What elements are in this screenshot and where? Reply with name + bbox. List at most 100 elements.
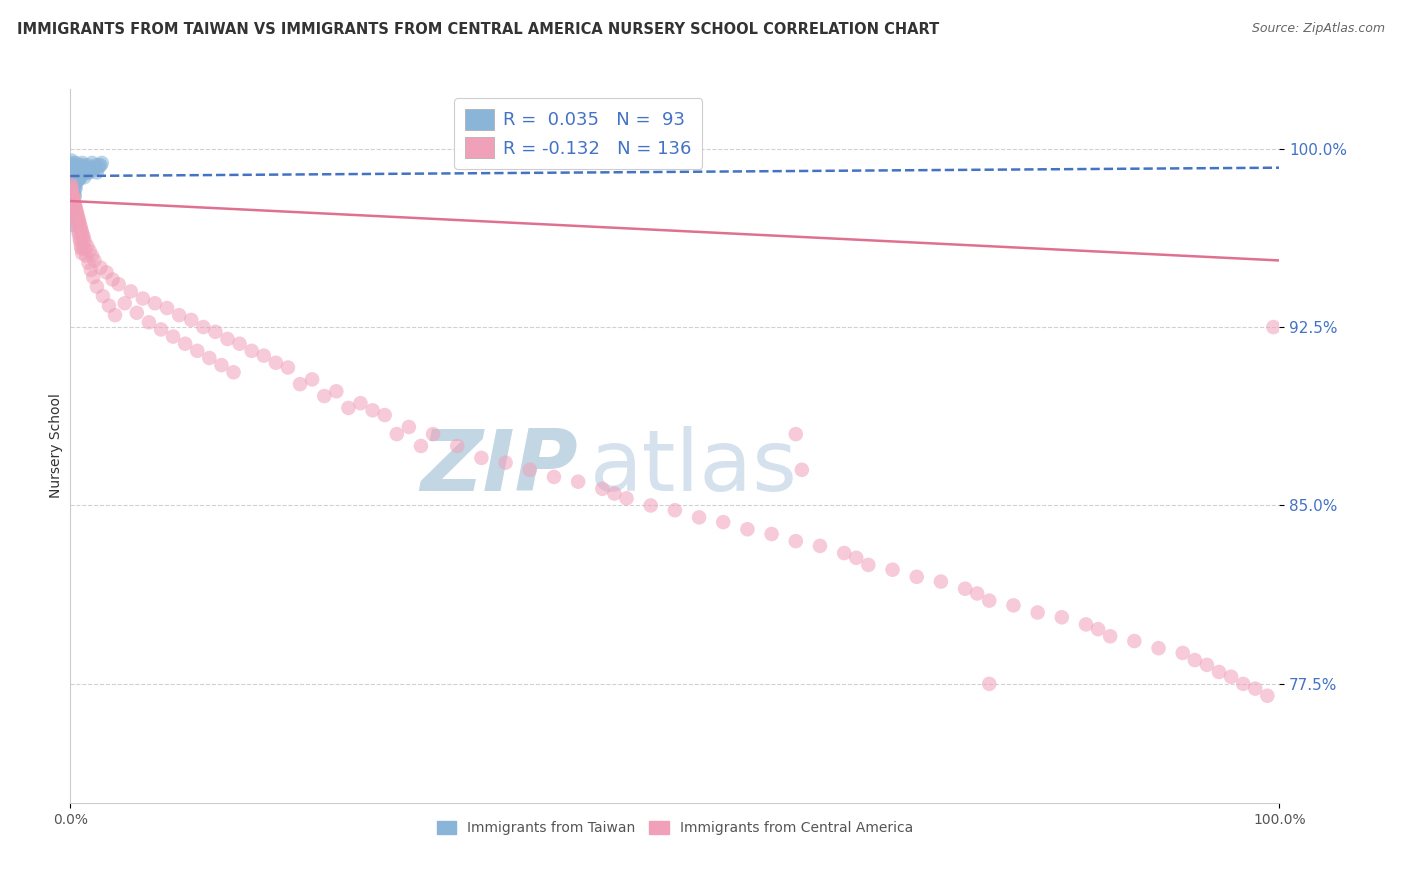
Text: Source: ZipAtlas.com: Source: ZipAtlas.com	[1251, 22, 1385, 36]
Point	[125, 306, 148, 320]
Point	[132, 292, 155, 306]
Point	[62, 175, 84, 189]
Point	[70, 163, 93, 178]
Point	[62, 196, 84, 211]
Point	[114, 296, 136, 310]
Point	[65, 170, 87, 185]
Point	[70, 161, 93, 175]
Point	[62, 192, 84, 206]
Point	[1099, 629, 1122, 643]
Point	[65, 165, 87, 179]
Point	[72, 227, 94, 242]
Point	[82, 163, 104, 178]
Point	[80, 263, 103, 277]
Point	[288, 377, 311, 392]
Point	[65, 175, 87, 189]
Point	[72, 163, 94, 178]
Point	[60, 161, 83, 175]
Point	[63, 189, 86, 203]
Point	[75, 163, 97, 178]
Point	[83, 253, 105, 268]
Point	[73, 170, 96, 185]
Point	[80, 161, 103, 175]
Point	[104, 308, 127, 322]
Point	[314, 389, 336, 403]
Point	[67, 215, 90, 229]
Point	[301, 372, 323, 386]
Point	[1026, 606, 1049, 620]
Point	[808, 539, 831, 553]
Point	[67, 165, 90, 179]
Point	[603, 486, 626, 500]
Text: ZIP: ZIP	[420, 425, 578, 509]
Point	[60, 172, 83, 186]
Point	[96, 265, 118, 279]
Point	[222, 365, 245, 379]
Point	[67, 172, 90, 186]
Point	[60, 186, 83, 201]
Point	[240, 343, 263, 358]
Point	[62, 163, 84, 178]
Point	[90, 158, 111, 172]
Point	[82, 270, 104, 285]
Point	[1232, 677, 1254, 691]
Point	[60, 158, 83, 172]
Point	[66, 163, 89, 178]
Point	[62, 199, 84, 213]
Point	[63, 172, 86, 186]
Point	[60, 189, 83, 203]
Point	[66, 208, 89, 222]
Point	[1184, 653, 1206, 667]
Point	[72, 232, 94, 246]
Point	[640, 499, 662, 513]
Point	[1074, 617, 1097, 632]
Point	[60, 182, 83, 196]
Point	[67, 213, 90, 227]
Point	[65, 170, 87, 185]
Point	[75, 249, 97, 263]
Point	[167, 308, 190, 322]
Point	[65, 211, 87, 225]
Point	[60, 203, 83, 218]
Point	[882, 563, 904, 577]
Point	[63, 172, 86, 186]
Point	[790, 463, 813, 477]
Point	[180, 313, 202, 327]
Point	[193, 320, 215, 334]
Point	[63, 186, 86, 201]
Point	[69, 170, 91, 185]
Point	[83, 161, 105, 175]
Point	[174, 336, 197, 351]
Point	[65, 201, 87, 215]
Point	[162, 329, 184, 343]
Point	[253, 349, 276, 363]
Point	[979, 593, 1001, 607]
Point	[785, 534, 807, 549]
Point	[688, 510, 710, 524]
Point	[1195, 657, 1218, 672]
Point	[63, 165, 86, 179]
Point	[63, 168, 86, 182]
Point	[66, 218, 89, 232]
Point	[72, 161, 94, 175]
Point	[374, 408, 396, 422]
Point	[65, 168, 87, 182]
Point	[63, 203, 86, 218]
Point	[63, 194, 86, 208]
Point	[385, 427, 408, 442]
Point	[979, 677, 1001, 691]
Point	[143, 296, 166, 310]
Point	[62, 170, 84, 185]
Point	[63, 199, 86, 213]
Point	[67, 161, 90, 175]
Point	[1087, 622, 1109, 636]
Point	[69, 170, 91, 185]
Point	[75, 163, 97, 178]
Point	[63, 158, 86, 172]
Point	[325, 384, 347, 399]
Point	[73, 242, 96, 256]
Point	[228, 336, 250, 351]
Point	[77, 256, 100, 270]
Point	[361, 403, 384, 417]
Point	[86, 279, 108, 293]
